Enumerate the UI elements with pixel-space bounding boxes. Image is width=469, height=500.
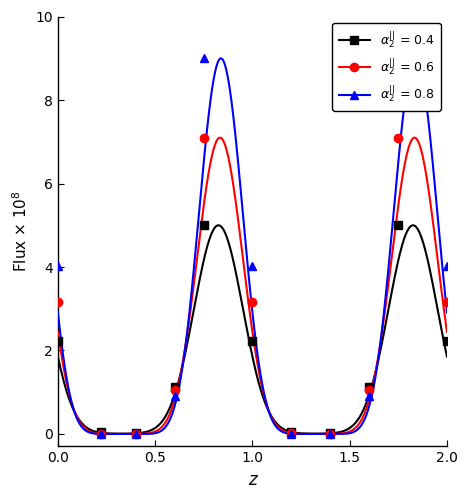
X-axis label: z: z (248, 471, 257, 489)
Y-axis label: Flux $\times$ 10$^{8}$: Flux $\times$ 10$^{8}$ (11, 190, 30, 272)
Legend: $\alpha_2^{||}$ = 0.4, $\alpha_2^{||}$ = 0.6, $\alpha_2^{||}$ = 0.8: $\alpha_2^{||}$ = 0.4, $\alpha_2^{||}$ =… (333, 23, 441, 110)
